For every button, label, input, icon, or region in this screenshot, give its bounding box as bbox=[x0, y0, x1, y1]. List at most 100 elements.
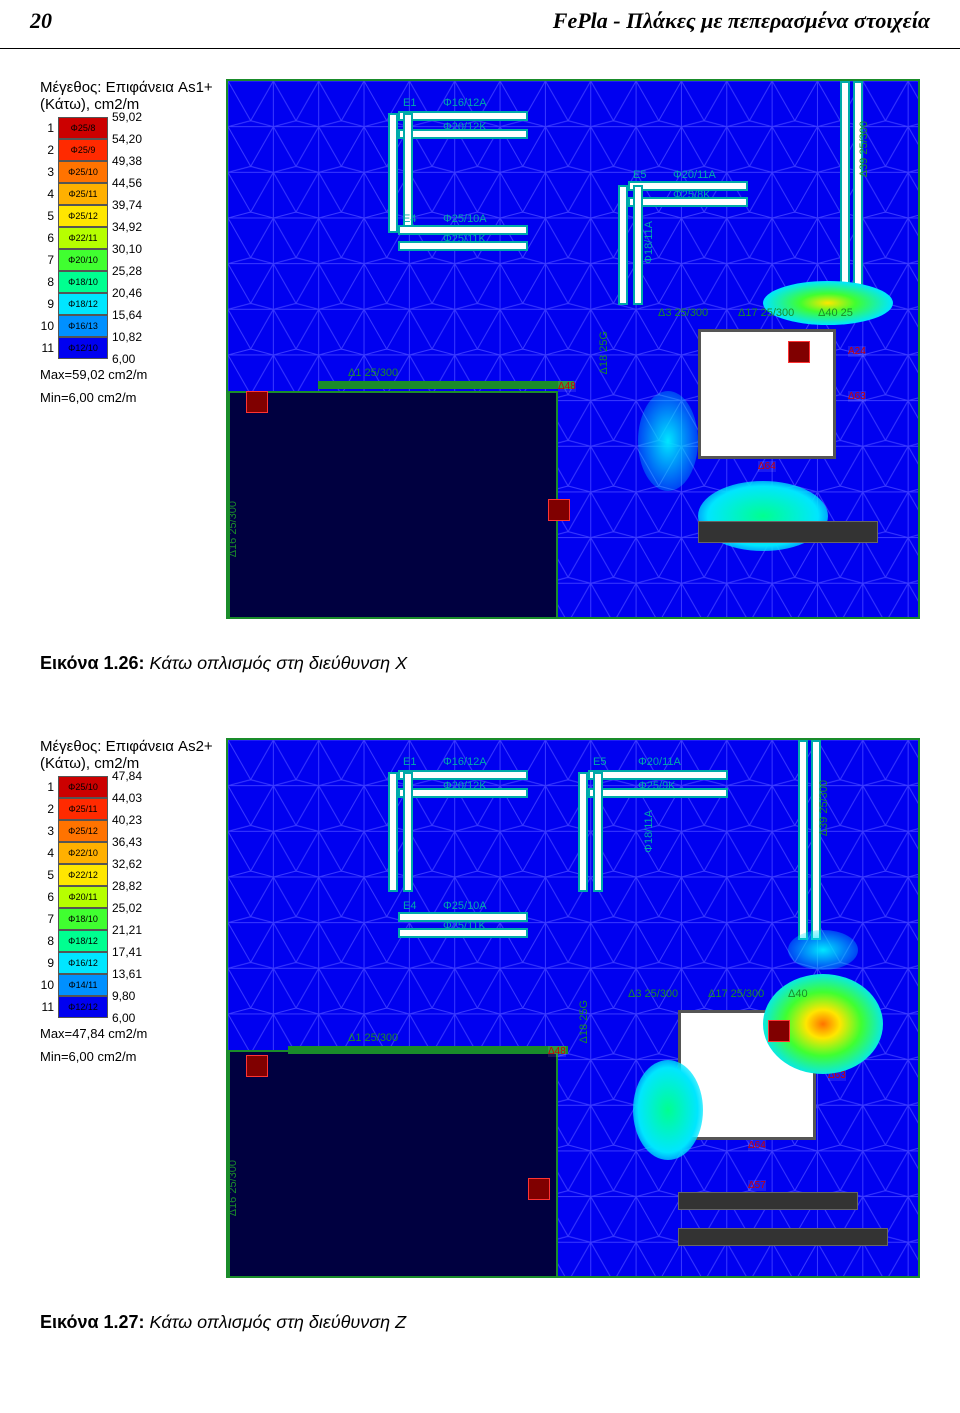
label-e1: E1 bbox=[403, 97, 416, 109]
legend-tick: 10,82 bbox=[112, 330, 142, 344]
figure-1: Μέγεθος: Επιφάνεια As1+ (Κάτω), cm2/m 12… bbox=[40, 79, 920, 639]
label-d39: Δ39 25/300 bbox=[858, 121, 870, 177]
page-number: 20 bbox=[30, 8, 70, 34]
legend-swatch: Φ16/13 bbox=[58, 315, 108, 337]
legend-swatch: Φ20/10 bbox=[58, 249, 108, 271]
opening-1 bbox=[698, 329, 836, 459]
legend-2-max: Max=47,84 cm2/m bbox=[40, 1026, 220, 1041]
legend-tick: 54,20 bbox=[112, 132, 142, 146]
delta-beam-1 bbox=[318, 381, 574, 389]
beam2-rv bbox=[798, 740, 808, 940]
label-e5: E5 bbox=[633, 169, 646, 181]
legend-swatch: Φ25/10 bbox=[58, 776, 108, 798]
legend-tick: 36,43 bbox=[112, 835, 142, 849]
label-d17: Δ17 25/300 bbox=[738, 307, 794, 319]
label2-d40: Δ40 bbox=[788, 988, 808, 1000]
legend-row-number: 2 bbox=[40, 139, 54, 161]
label2-d16: Δ16 25/300 bbox=[227, 1160, 239, 1216]
beam2-v5b bbox=[593, 772, 603, 892]
label2-phi2011a: Φ20/11A bbox=[638, 756, 681, 768]
label-d16-1: Δ16 25/300 bbox=[227, 501, 239, 557]
legend-swatch: Φ16/12 bbox=[58, 952, 108, 974]
legend-row-number: 3 bbox=[40, 820, 54, 842]
beam-right-v2 bbox=[853, 81, 863, 291]
legend-swatch: Φ18/12 bbox=[58, 930, 108, 952]
legend-tick: 40,23 bbox=[112, 813, 142, 827]
legend-tick: 59,02 bbox=[112, 110, 142, 124]
plot-2: E1 Φ16/12A Φ20/12K E5 Φ20/11A Φ25/9K Φ18… bbox=[226, 738, 920, 1278]
legend-row-number: 1 bbox=[40, 776, 54, 798]
label-phi25-10a: Φ25/10A bbox=[443, 213, 487, 225]
label-d63: Δ63 bbox=[848, 391, 866, 402]
legend-row-number: 6 bbox=[40, 227, 54, 249]
legend-tick: 44,03 bbox=[112, 791, 142, 805]
beam-right-v bbox=[840, 81, 850, 291]
legend-tick: 21,21 bbox=[112, 923, 142, 937]
label-d18-1: Δ18 25G bbox=[598, 331, 610, 374]
legend-tick: 20,46 bbox=[112, 286, 142, 300]
legend-tick: 49,38 bbox=[112, 154, 142, 168]
legend-tick: 39,74 bbox=[112, 198, 142, 212]
legend-1-min: Min=6,00 cm2/m bbox=[40, 390, 220, 405]
legend-tick: 30,10 bbox=[112, 242, 142, 256]
legend-2-title: Μέγεθος: Επιφάνεια As2+ (Κάτω), cm2/m bbox=[40, 738, 220, 772]
label-a24: A24 bbox=[848, 346, 866, 357]
anchor-2a bbox=[528, 1178, 550, 1200]
legend-row-number: 7 bbox=[40, 908, 54, 930]
legend-2-min: Min=6,00 cm2/m bbox=[40, 1049, 220, 1064]
legend-row-number: 5 bbox=[40, 205, 54, 227]
label2-d39: Δ39 25/300 bbox=[818, 780, 830, 836]
label-d64: Δ64 bbox=[758, 461, 776, 472]
legend-tick: 25,02 bbox=[112, 901, 142, 915]
legend-tick: 28,82 bbox=[112, 879, 142, 893]
legend-row-number: 2 bbox=[40, 798, 54, 820]
beam-v1 bbox=[388, 113, 398, 233]
label2-phi20: Φ20/12K bbox=[443, 780, 487, 792]
label2-phi1811a: Φ18/11A bbox=[643, 810, 655, 853]
legend-swatch: Φ25/11 bbox=[58, 183, 108, 205]
beam2-v1 bbox=[388, 772, 398, 892]
anchor-2c bbox=[768, 1020, 790, 1042]
caption-1-ital: Κάτω οπλισμός στη διεύθυνση Χ bbox=[145, 653, 408, 673]
caption-1-bold: Εικόνα 1.26: bbox=[40, 653, 145, 673]
legend-tick: 44,56 bbox=[112, 176, 142, 190]
legend-swatch: Φ25/12 bbox=[58, 820, 108, 842]
legend-row-number: 11 bbox=[40, 337, 54, 359]
label2-d17: Δ17 25/300 bbox=[708, 988, 764, 1000]
caption-2-ital: Κάτω οπλισμός στη διεύθυνση Ζ bbox=[145, 1312, 407, 1332]
legend-2: Μέγεθος: Επιφάνεια As2+ (Κάτω), cm2/m 12… bbox=[40, 738, 220, 1064]
legend-row-number: 4 bbox=[40, 183, 54, 205]
legend-tick: 47,84 bbox=[112, 769, 142, 783]
legend-swatch: Φ20/11 bbox=[58, 886, 108, 908]
legend-tick: 6,00 bbox=[112, 352, 135, 366]
legend-tick: 6,00 bbox=[112, 1011, 135, 1025]
label2-d57: Δ57 bbox=[748, 1180, 766, 1191]
caption-1: Εικόνα 1.26: Κάτω οπλισμός στη διεύθυνση… bbox=[40, 653, 920, 674]
beam2-v5 bbox=[578, 772, 588, 892]
label-phi20-12k: Φ20/12K bbox=[443, 121, 487, 133]
beam-dark-2b bbox=[678, 1228, 888, 1246]
anchor-1c bbox=[788, 341, 810, 363]
label-d3: Δ3 25/300 bbox=[658, 307, 708, 319]
beam-dark-1 bbox=[698, 521, 878, 543]
figure-2-block: Μέγεθος: Επιφάνεια As2+ (Κάτω), cm2/m 12… bbox=[0, 708, 960, 1367]
legend-swatch: Φ22/11 bbox=[58, 227, 108, 249]
label2-d3: Δ3 25/300 bbox=[628, 988, 678, 1000]
legend-tick: 25,28 bbox=[112, 264, 142, 278]
caption-2: Εικόνα 1.27: Κάτω οπλισμός στη διεύθυνση… bbox=[40, 1312, 920, 1333]
anchor-1a bbox=[548, 499, 570, 521]
beam-v5 bbox=[618, 185, 628, 305]
beam-v5b bbox=[633, 185, 643, 305]
legend-row-number: 9 bbox=[40, 952, 54, 974]
label2-phi2510a: Φ25/10A bbox=[443, 900, 487, 912]
label2-phi2511k: Φ25/11K bbox=[443, 920, 486, 932]
legend-row-number: 9 bbox=[40, 293, 54, 315]
legend-swatch: Φ22/10 bbox=[58, 842, 108, 864]
legend-swatch: Φ14/11 bbox=[58, 974, 108, 996]
label-d1-25-300: Δ1 25/300 bbox=[348, 367, 398, 379]
plot-1: E1 Φ16/12A Φ20/12K E4 Φ25/10A Φ25/11K E5… bbox=[226, 79, 920, 619]
legend-swatch: Φ18/12 bbox=[58, 293, 108, 315]
label2-d18: Δ18 25G bbox=[578, 1000, 590, 1043]
label-phi25-8k: Φ25/8K bbox=[673, 189, 711, 201]
beam2-v1b bbox=[403, 772, 413, 892]
